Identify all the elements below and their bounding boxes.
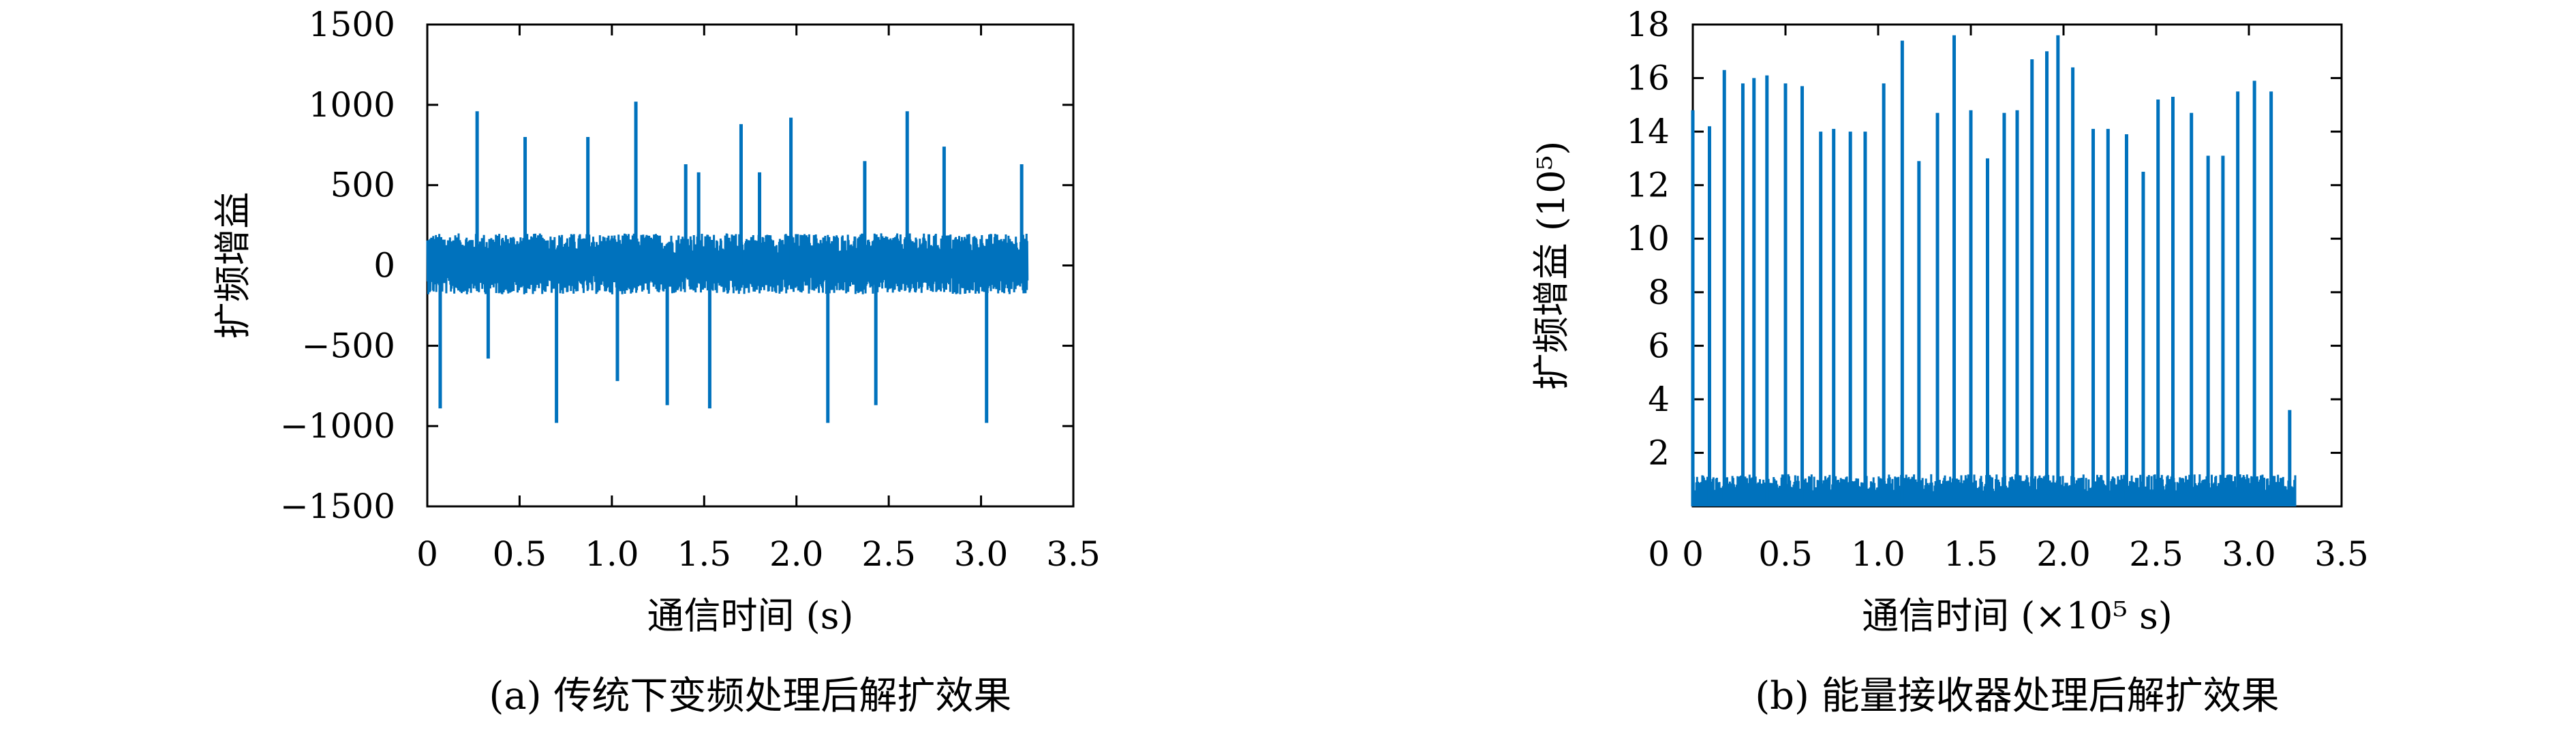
panel-a: 0 0.5 1.0 1.5 2.0 2.5 3.0 3.5 1500 1000 500 0 −500 −1… xyxy=(211,5,1101,718)
y-tick-label: 4 xyxy=(1648,380,1670,419)
y-tick-label: 12 xyxy=(1626,166,1670,205)
x-tick-label: 0.5 xyxy=(1758,534,1813,574)
series-0 xyxy=(426,102,1029,423)
x-tick-label: 0 xyxy=(1682,534,1704,574)
x-tick-label: 2.5 xyxy=(2129,534,2183,574)
x-tick-label: 2.0 xyxy=(769,534,824,574)
x-tick-label: 3.5 xyxy=(1046,534,1101,574)
panel-caption: (a) 传统下变频处理后解扩效果 xyxy=(489,674,1012,718)
y-tick-label: 1500 xyxy=(309,5,395,44)
x-tick-label: 3.0 xyxy=(2222,534,2276,574)
y-tick-label: −500 xyxy=(302,326,395,365)
y-tick-label: 0 xyxy=(373,246,395,286)
x-tick-label: 3.5 xyxy=(2314,534,2369,574)
x-tick-label: 2.0 xyxy=(2036,534,2091,574)
y-tick-label: 8 xyxy=(1648,273,1670,312)
x-tick-label: 0.5 xyxy=(493,534,547,574)
x-axis-label: 通信时间 (s) xyxy=(647,594,853,637)
y-axis-label: 扩频增益 xyxy=(211,192,254,339)
noise-trace xyxy=(1691,474,2297,506)
y-tick-label: 16 xyxy=(1626,59,1670,98)
y-tick-label: −1500 xyxy=(280,487,395,526)
y-tick-label: 1000 xyxy=(309,85,395,125)
y-tick-label: 14 xyxy=(1626,112,1670,151)
y-tick-label: 500 xyxy=(331,166,395,205)
y-tick-label: 6 xyxy=(1648,326,1670,365)
y-tick-label: 2 xyxy=(1648,433,1670,472)
noise-trace xyxy=(426,233,1029,294)
x-tick-label: 2.5 xyxy=(861,534,916,574)
y-tick-label: 10 xyxy=(1626,219,1670,258)
series-0 xyxy=(1691,35,2297,506)
y-axis-label: 扩频增益 (10⁵) xyxy=(1530,141,1573,391)
x-axis-label: 通信时间 (×10⁵ s) xyxy=(1862,594,2173,637)
panel-b: 0 0.5 1.0 1.5 2.0 2.5 3.0 3.5 18 16 14 12 10 8 6 4 2 0 通信时… xyxy=(1530,5,2369,718)
x-tick-label: 3.0 xyxy=(954,534,1009,574)
panel-caption: (b) 能量接收器处理后解扩效果 xyxy=(1755,674,2279,718)
x-tick-label: 1.5 xyxy=(677,534,732,574)
origin-tick-label: 0 xyxy=(1648,534,1670,574)
y-tick-label: 18 xyxy=(1626,5,1670,44)
x-tick-label: 1.0 xyxy=(585,534,639,574)
y-tick-label: −1000 xyxy=(280,406,395,446)
x-tick-label: 1.5 xyxy=(1944,534,1998,574)
x-tick-label: 1.0 xyxy=(1851,534,1905,574)
x-tick-label: 0 xyxy=(416,534,438,574)
